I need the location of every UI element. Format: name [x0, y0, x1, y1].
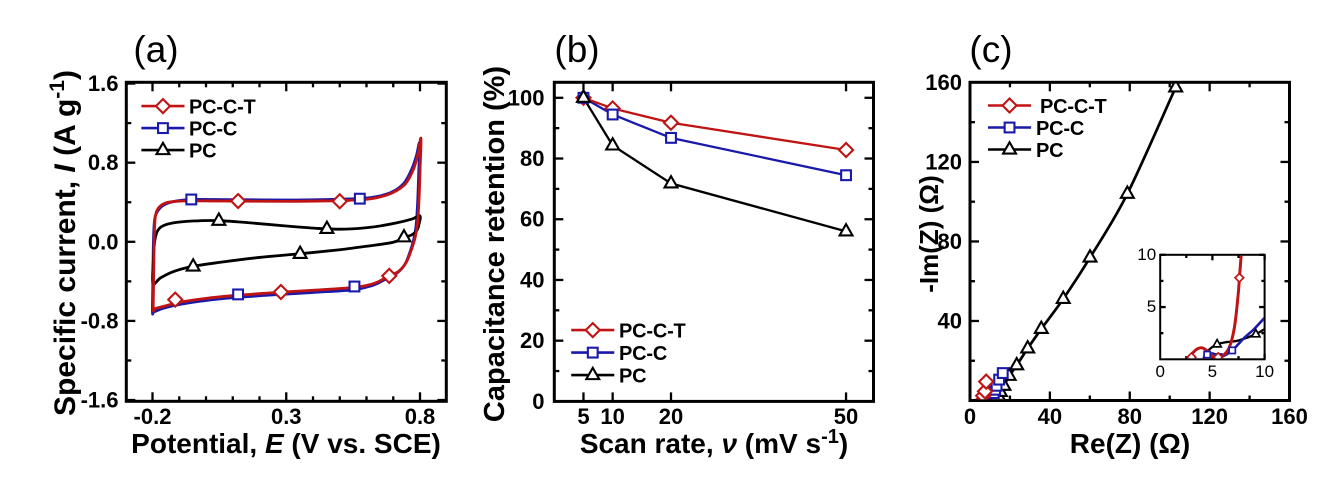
svg-text:0.3: 0.3 [271, 404, 302, 429]
svg-text:10: 10 [1137, 245, 1156, 264]
svg-text:40: 40 [938, 308, 962, 333]
svg-text:1.6: 1.6 [88, 71, 119, 96]
svg-text:60: 60 [520, 207, 544, 232]
svg-text:0.8: 0.8 [405, 404, 436, 429]
svg-text:-0.8: -0.8 [81, 308, 119, 333]
svg-text:160: 160 [1271, 404, 1308, 429]
svg-text:PC: PC [1036, 140, 1063, 162]
svg-text:PC-C-T: PC-C-T [619, 321, 686, 343]
svg-text:120: 120 [1191, 404, 1228, 429]
svg-text:(c): (c) [969, 29, 1012, 70]
svg-text:40: 40 [520, 267, 544, 292]
svg-text:100: 100 [508, 85, 545, 110]
svg-text:0: 0 [964, 404, 976, 429]
svg-text:20: 20 [520, 328, 544, 353]
svg-text:0.0: 0.0 [88, 229, 119, 254]
svg-text:PC-C: PC-C [1036, 118, 1084, 140]
svg-text:5: 5 [1208, 362, 1217, 381]
svg-text:10: 10 [600, 404, 624, 429]
svg-text:10: 10 [1255, 362, 1274, 381]
svg-text:160: 160 [925, 70, 962, 95]
svg-text:40: 40 [1038, 404, 1062, 429]
svg-text:-0.2: -0.2 [134, 404, 172, 429]
svg-text:50: 50 [834, 404, 858, 429]
svg-text:(b): (b) [554, 29, 599, 70]
svg-text:80: 80 [938, 229, 962, 254]
svg-text:0: 0 [1155, 362, 1164, 381]
svg-text:Potential, E (V vs. SCE): Potential, E (V vs. SCE) [131, 428, 441, 459]
svg-text:PC-C-T: PC-C-T [1040, 96, 1107, 118]
svg-text:PC: PC [189, 141, 216, 163]
svg-text:0: 0 [532, 389, 544, 414]
svg-text:80: 80 [520, 146, 544, 171]
svg-text:5: 5 [577, 404, 589, 429]
svg-text:Scan rate, ν (mV s-1): Scan rate, ν (mV s-1) [580, 426, 848, 459]
svg-text:Re(Z) (Ω): Re(Z) (Ω) [1070, 428, 1190, 459]
svg-text:PC-C: PC-C [619, 343, 667, 365]
svg-text:-1.6: -1.6 [81, 388, 119, 413]
svg-text:PC: PC [619, 366, 646, 388]
svg-text:0.8: 0.8 [88, 150, 119, 175]
svg-text:5: 5 [1147, 297, 1156, 316]
svg-text:-Im(Z) (Ω): -Im(Z) (Ω) [914, 175, 944, 293]
svg-text:(a): (a) [133, 29, 178, 70]
svg-text:120: 120 [925, 149, 962, 174]
svg-text:Capacitance retention (%): Capacitance retention (%) [479, 66, 511, 422]
svg-text:PC-C: PC-C [189, 119, 237, 141]
svg-text:20: 20 [659, 404, 683, 429]
svg-text:Specific current, I (A g-1): Specific current, I (A g-1) [46, 70, 82, 416]
svg-text:80: 80 [1118, 404, 1142, 429]
svg-text:PC-C-T: PC-C-T [189, 97, 256, 119]
